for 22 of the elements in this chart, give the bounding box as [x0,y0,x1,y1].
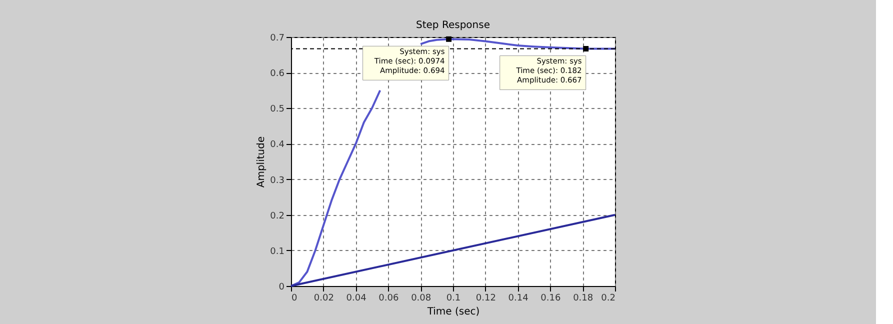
x-tick-label: 0.08 [411,294,432,304]
x-tick-label: 0.16 [540,294,561,304]
y-tick-label: 0.4 [270,140,285,150]
x-tick-label: 0.04 [346,294,367,304]
x-tick-label: 0.2 [601,294,616,304]
x-tick-label: 0.18 [573,294,594,304]
y-tick-label: 0.5 [270,104,284,115]
chart-title: Step Response [416,20,490,31]
x-tick-label: 0.14 [508,294,529,304]
x-tick-label: 0.06 [378,294,399,304]
y-tick-label: 0.6 [270,69,285,80]
x-tick-label: 0.12 [476,294,496,304]
y-tick-label: 0.1 [270,246,284,257]
y-axis-title: Amplitude [256,136,268,188]
x-tick-label: 0.1 [446,294,461,304]
y-tick-label: 0.7 [270,34,284,44]
y-tick-label: 0 [278,282,285,292]
x-axis-title: Time (sec) [426,306,480,318]
y-tick-label: 0.2 [270,211,284,222]
x-tick-label: 0 [292,294,298,304]
x-tick-label: 0.02 [314,294,334,304]
y-tick-label: 0.3 [270,176,284,186]
